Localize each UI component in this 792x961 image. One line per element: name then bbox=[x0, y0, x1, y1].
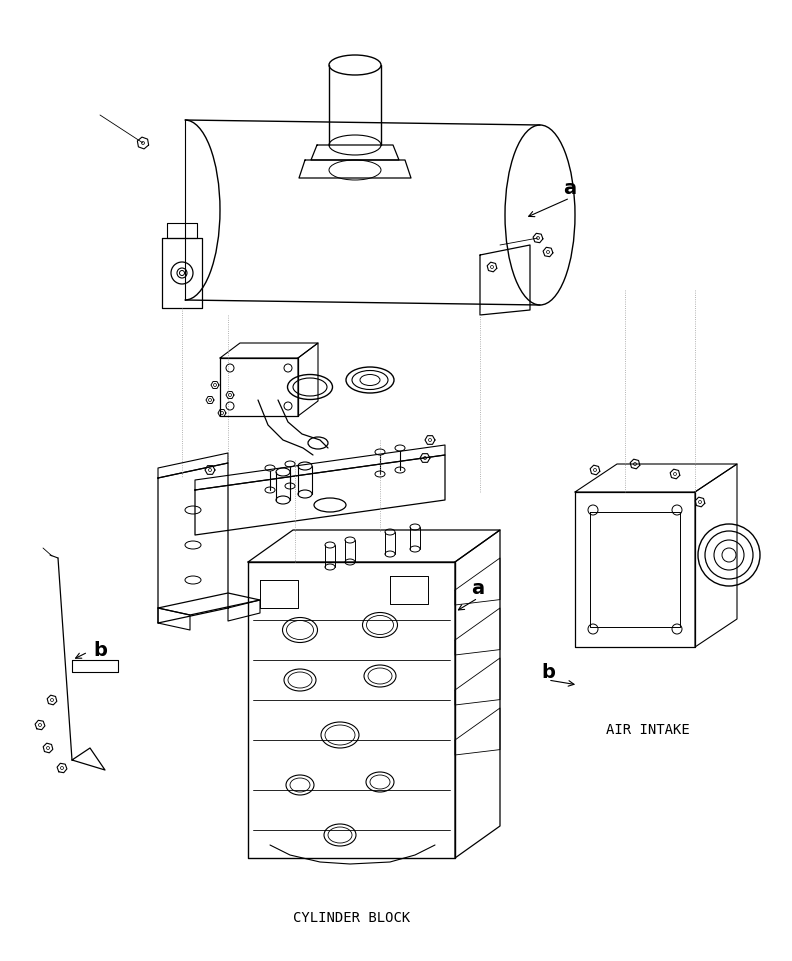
Text: AIR INTAKE: AIR INTAKE bbox=[606, 723, 690, 737]
Text: b: b bbox=[93, 640, 107, 659]
Text: CYLINDER BLOCK: CYLINDER BLOCK bbox=[293, 911, 410, 925]
Text: b: b bbox=[541, 662, 555, 681]
Text: a: a bbox=[563, 179, 577, 198]
Text: a: a bbox=[471, 579, 485, 598]
